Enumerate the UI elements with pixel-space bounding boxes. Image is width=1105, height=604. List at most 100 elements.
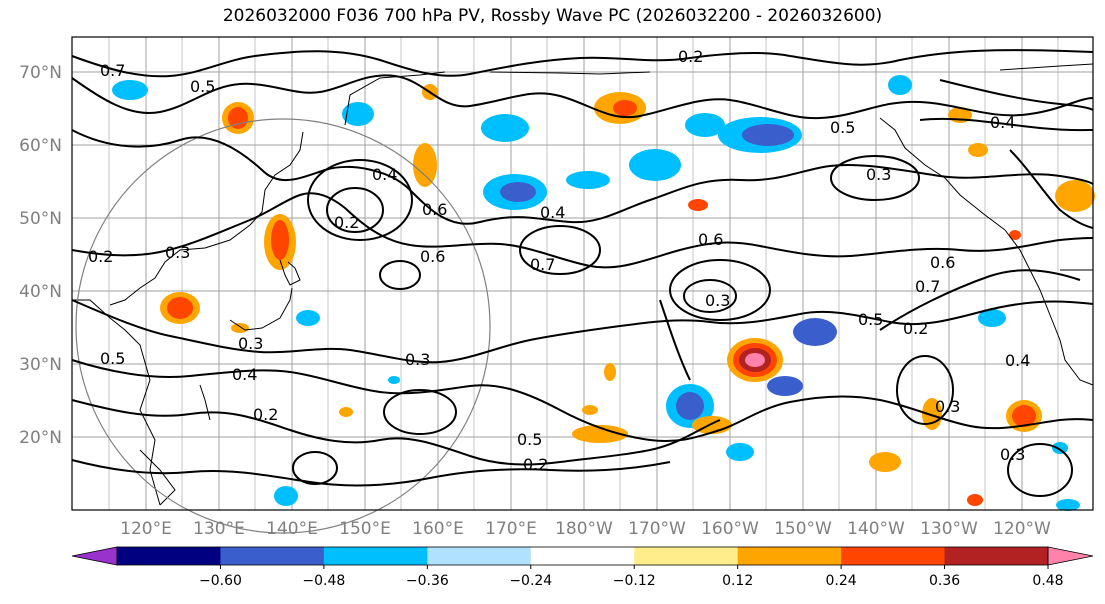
contour-line: [71, 192, 1094, 269]
positive-anomaly: [745, 353, 765, 367]
colorbar-bin: [530, 547, 635, 565]
contour-line: [379, 260, 421, 290]
negative-anomaly: [793, 318, 837, 346]
negative-anomaly: [500, 182, 536, 202]
positive-anomaly: [1009, 230, 1021, 240]
longitude-label: 150°W: [774, 519, 832, 539]
contour-label: 0.5: [517, 430, 542, 449]
contour-label: 0.3: [405, 350, 430, 369]
colorbar: −0.60 −0.48 −0.36 −0.24 −0.12 0.12 0.24 0.36 0.4…: [71, 546, 1094, 589]
positive-anomaly: [582, 405, 598, 415]
longitude-labels: 120°E 130°E 140°E 150°E 160°E 170°E 180°W 170°W…: [120, 519, 1051, 539]
contour-line: [659, 299, 691, 381]
contour-line: [939, 79, 1094, 111]
colorbar-outline: [116, 546, 1049, 566]
latitude-label: 70°N: [19, 63, 62, 83]
positive-anomaly: [271, 220, 289, 260]
positive-anomaly: [922, 398, 942, 430]
contour-line: [879, 269, 1081, 331]
negative-anomaly: [726, 443, 754, 461]
contour-line: [71, 49, 1094, 78]
contour-line: [326, 187, 384, 233]
negative-anomaly: [685, 113, 725, 137]
anomaly-shading: [112, 75, 1095, 511]
colorbar-bin: [427, 547, 532, 565]
contour-label: 0.5: [100, 349, 125, 368]
contour-line: [1009, 149, 1094, 229]
contour-line: [71, 299, 1094, 364]
contour-line: [919, 117, 1094, 132]
colorbar-bin: [634, 547, 739, 565]
contour-line: [71, 129, 1094, 225]
contour-label: 0.4: [372, 165, 397, 184]
contour-label: 0.6: [930, 253, 955, 272]
coastline-japan: [229, 287, 293, 331]
colorbar-bin: [841, 547, 946, 565]
negative-anomaly: [481, 114, 529, 142]
chart-title: 2026032000 F036 700 hPa PV, Rossby Wave …: [222, 6, 883, 26]
map-frame: [71, 36, 1094, 511]
longitude-label: 130°E: [193, 519, 245, 539]
contour-label: 0.4: [990, 113, 1015, 132]
contour-label: 0.6: [422, 200, 447, 219]
contour-line: [1007, 443, 1073, 497]
longitude-label: 150°E: [339, 519, 391, 539]
negative-anomaly: [978, 309, 1006, 327]
positive-anomaly: [1012, 405, 1036, 427]
contour-label: 0.3: [1000, 445, 1025, 464]
colorbar-tick-label: 0.24: [826, 573, 857, 589]
positive-anomaly: [231, 323, 249, 333]
positive-anomaly: [613, 100, 637, 116]
negative-anomaly: [742, 124, 794, 146]
contour-line: [71, 399, 721, 466]
contour-line: [307, 159, 413, 241]
coastline-alaska: [879, 117, 1006, 231]
colorbar-bin: [220, 547, 325, 565]
contour-label: 0.5: [830, 118, 855, 137]
coastline-japan: [279, 259, 301, 286]
contour-line: [383, 389, 457, 435]
negative-anomaly: [296, 310, 320, 326]
longitude-label: 120°E: [120, 519, 172, 539]
negative-anomaly: [112, 80, 148, 100]
positive-anomaly: [869, 452, 901, 472]
contour-line: [669, 259, 771, 321]
contour-label: 0.7: [530, 255, 555, 274]
contour-label: 0.3: [705, 291, 730, 310]
contour-line: [71, 74, 1094, 120]
colorbar-tick-label: −0.24: [509, 573, 552, 589]
contour-label: 0.3: [165, 243, 190, 262]
reference-circle: [75, 118, 491, 534]
contour-line: [71, 459, 671, 487]
contour-label: 0.7: [915, 277, 940, 296]
positive-anomaly: [339, 407, 353, 417]
positive-anomaly: [1055, 180, 1095, 212]
positive-anomaly: [968, 143, 988, 157]
longitude-label: 160°E: [412, 519, 464, 539]
negative-anomaly: [342, 102, 374, 126]
colorbar-bin: [117, 547, 221, 565]
negative-anomaly: [629, 149, 681, 181]
coastline-asia: [72, 299, 161, 506]
contour-label: 0.5: [858, 310, 883, 329]
contour-label: 0.3: [238, 334, 263, 353]
negative-anomaly: [888, 75, 912, 95]
longitude-label: 130°W: [920, 519, 978, 539]
colorbar-bin: [737, 547, 842, 565]
contour-label: 0.2: [523, 455, 548, 474]
contour-label: 0.3: [935, 397, 960, 416]
colorbar-tick-label: −0.12: [613, 573, 656, 589]
colorbar-tick-label: 0.36: [929, 573, 960, 589]
contour-label: 0.4: [540, 203, 565, 222]
negative-anomaly: [1052, 442, 1068, 454]
pv-contours: [71, 49, 1094, 497]
negative-anomaly: [767, 376, 803, 396]
contour-label: 0.2: [253, 405, 278, 424]
latitude-label: 50°N: [19, 209, 62, 229]
contour-label: 0.2: [88, 247, 113, 266]
colorbar-extend-high: [1047, 546, 1094, 566]
positive-anomaly: [413, 143, 437, 187]
latitude-labels: 70°N 60°N 50°N 40°N 30°N 20°N: [19, 63, 62, 448]
contour-line: [292, 451, 338, 485]
